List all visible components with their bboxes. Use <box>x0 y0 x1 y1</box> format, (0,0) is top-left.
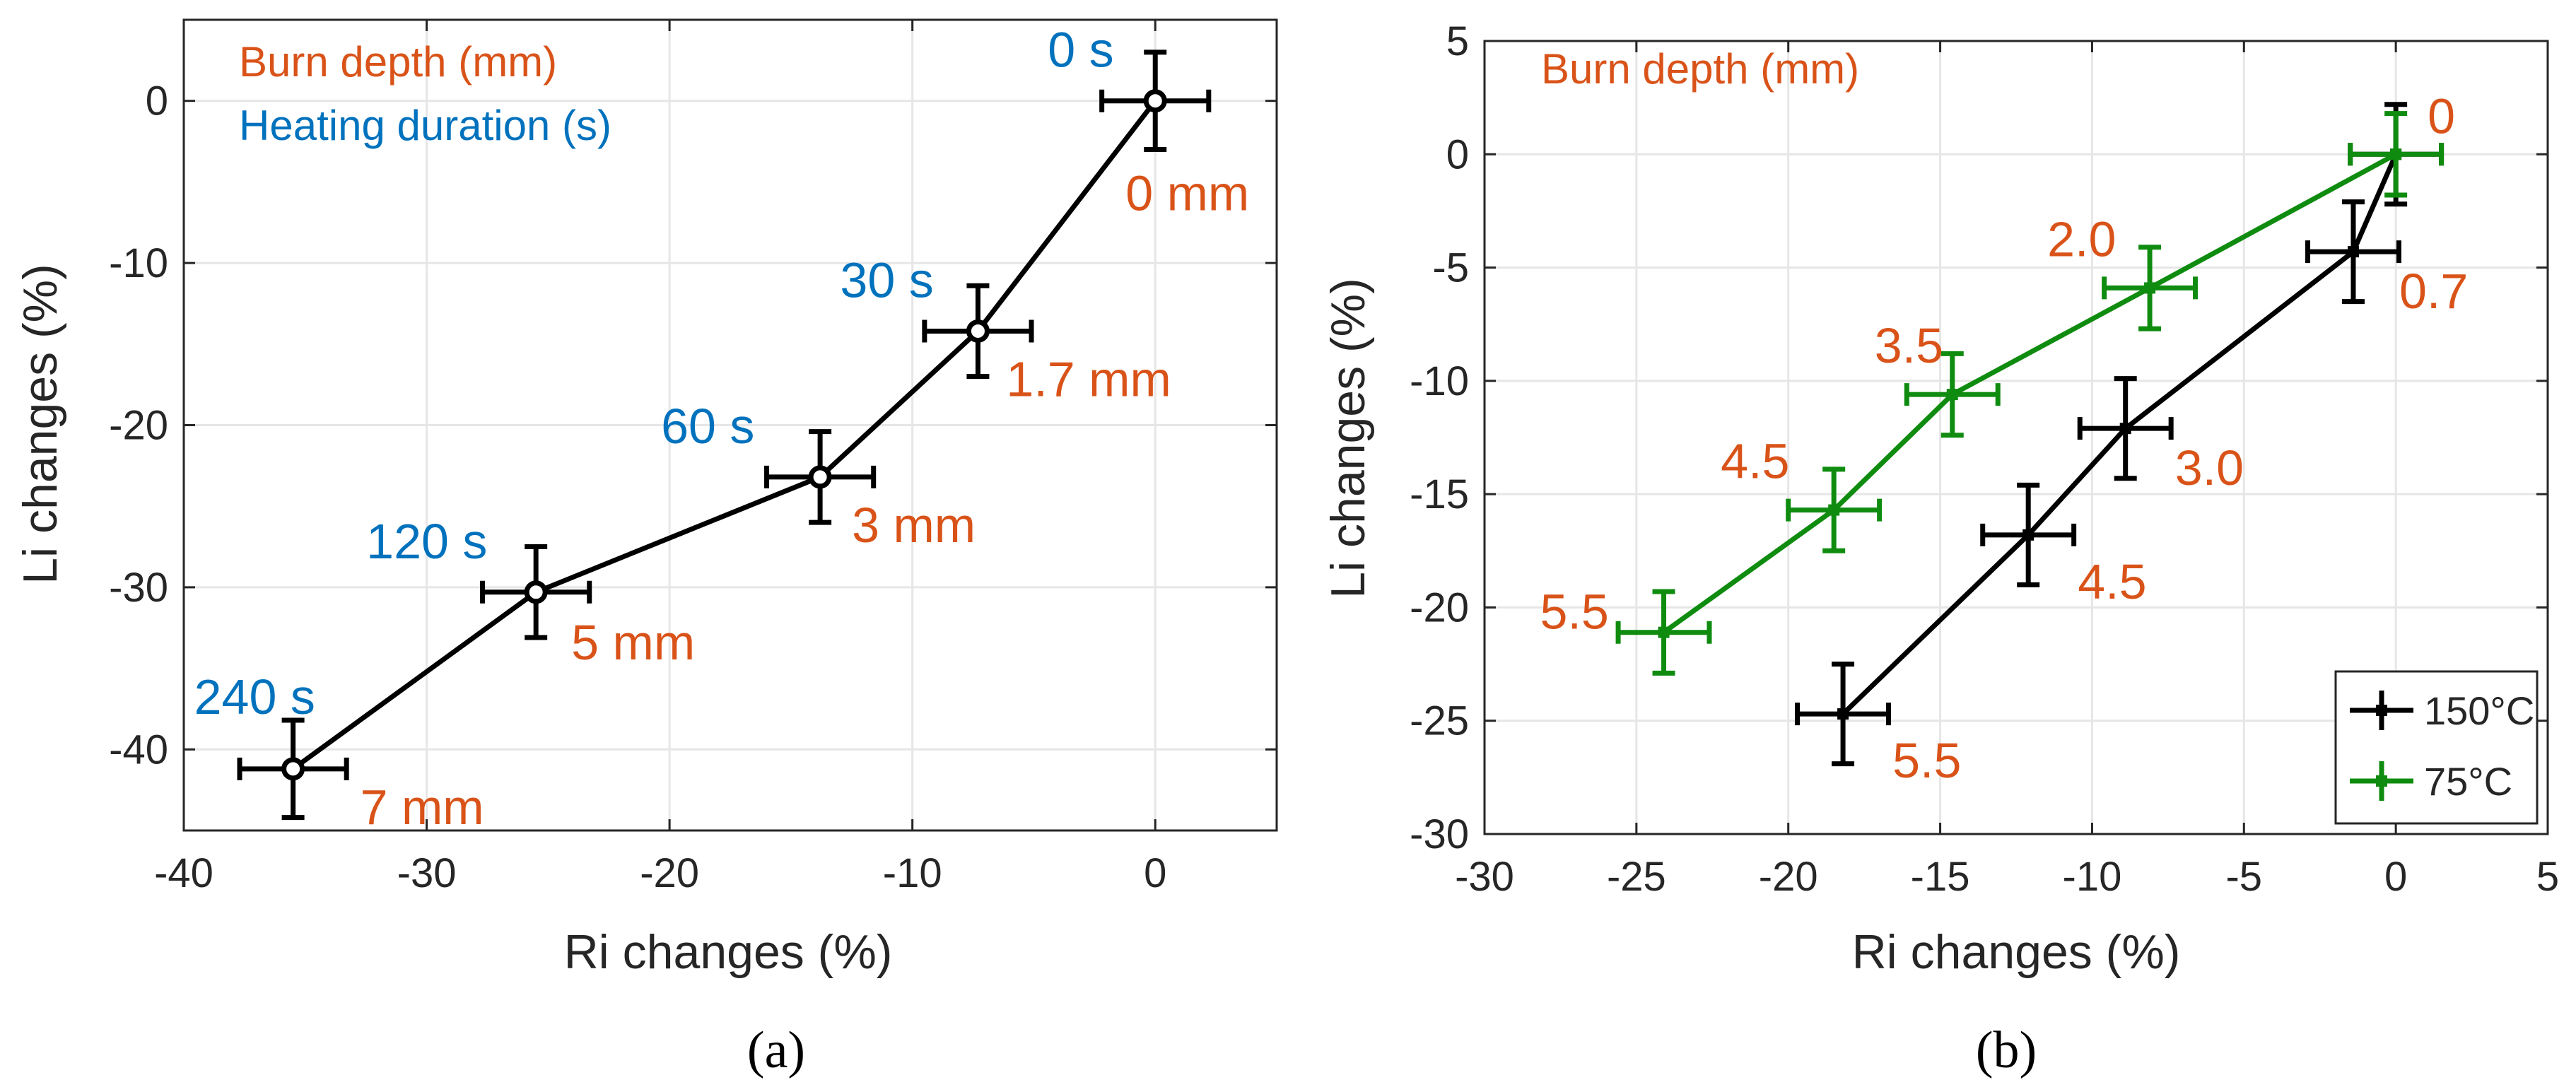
y-tick-label: -20 <box>109 403 168 449</box>
heating-duration-label: 240 s <box>194 669 315 724</box>
data-point <box>1946 389 1958 401</box>
data-point <box>1828 504 1840 516</box>
y-tick-label: -20 <box>1410 585 1469 630</box>
y-tick-label: 5 <box>1446 18 1469 64</box>
legend-label: 150°C <box>2424 688 2534 733</box>
x-axis-title: Ri changes (%) <box>564 925 893 979</box>
y-tick-label: 0 <box>1446 131 1469 177</box>
legend-box <box>2334 670 2539 825</box>
burn-depth-label: 0 mm <box>1125 166 1249 221</box>
header-line-burn-depth: Burn depth (mm) <box>1541 45 1859 93</box>
data-point <box>281 757 305 781</box>
y-tick-label: -10 <box>1410 358 1469 404</box>
legend-marker <box>2376 705 2387 716</box>
legend-marker <box>2376 775 2387 787</box>
heating-duration-label: 0 s <box>1048 23 1113 78</box>
panel-caption: (a) <box>747 1021 805 1079</box>
x-tick-label: -25 <box>1607 854 1666 900</box>
data-point <box>524 580 548 604</box>
data-point <box>2390 148 2402 160</box>
legend-label: 75°C <box>2424 759 2512 804</box>
y-tick-label: -40 <box>109 727 168 773</box>
y-tick-label: -15 <box>1410 471 1469 517</box>
data-point <box>2347 246 2359 258</box>
data-point <box>2022 529 2035 541</box>
burn-depth-label-75: 3.5 <box>1875 318 1943 373</box>
legend: 150°C 75°C <box>2334 670 2539 825</box>
header-line-burn-depth: Burn depth (mm) <box>239 38 557 86</box>
burn-depth-label-75: 5.5 <box>1540 585 1609 640</box>
data-point <box>808 465 832 489</box>
x-tick-label: -5 <box>2225 854 2262 900</box>
x-tick-label: -10 <box>2063 854 2122 900</box>
burn-depth-label: 3 mm <box>852 498 976 553</box>
x-tick-label: -10 <box>883 850 942 896</box>
x-tick-label: -40 <box>154 850 213 896</box>
burn-depth-label: 1.7 mm <box>1006 351 1171 406</box>
x-tick-label: 5 <box>2536 854 2559 900</box>
data-point <box>2144 282 2156 294</box>
x-tick-label: -30 <box>397 850 457 896</box>
series-data <box>237 49 1212 821</box>
y-axis-title: Li changes (%) <box>13 264 67 585</box>
burn-depth-label-150: 0.7 <box>2399 264 2468 319</box>
data-point <box>1143 89 1167 113</box>
burn-depth-label-origin: 0 <box>2428 88 2455 143</box>
heating-duration-label: 30 s <box>840 252 933 307</box>
heating-duration-label: 60 s <box>661 399 754 454</box>
burn-depth-label: 7 mm <box>361 780 484 835</box>
x-tick-label: 0 <box>1144 850 1166 896</box>
data-point <box>966 319 990 343</box>
x-tick-label: -15 <box>1911 854 1970 900</box>
burn-depth-label-150: 3.0 <box>2175 440 2244 495</box>
y-tick-label: -10 <box>109 240 168 286</box>
x-tick-label: -30 <box>1455 854 1514 900</box>
burn-depth-label-75: 4.5 <box>1721 434 1789 489</box>
series-75c <box>1615 111 2445 676</box>
burn-depth-label-150: 4.5 <box>2078 554 2146 609</box>
data-point <box>2119 423 2131 435</box>
plot-area-border <box>1483 40 2549 835</box>
burn-depth-label-75: 2.0 <box>2047 211 2116 266</box>
data-point <box>1658 626 1670 638</box>
x-tick-label: 0 <box>2384 854 2407 900</box>
y-tick-label: -30 <box>1410 811 1469 857</box>
panel-caption: (b) <box>1976 1021 2037 1079</box>
heating-duration-label: 120 s <box>366 514 487 569</box>
x-axis-title: Ri changes (%) <box>1852 925 2181 979</box>
data-point <box>1837 708 1849 720</box>
x-tick-label: -20 <box>1759 854 1818 900</box>
chart-panel-a: -40 -30 -20 -10 0 0 -10 -20 -30 -40 Ri changes (%)… <box>13 18 1278 1079</box>
header-line-heating-duration: Heating duration (s) <box>239 102 611 149</box>
y-tick-label: 0 <box>146 78 168 124</box>
y-tick-label: -5 <box>1432 245 1469 291</box>
y-tick-label: -25 <box>1410 698 1469 744</box>
burn-depth-label: 5 mm <box>571 615 695 670</box>
burn-depth-label-150: 5.5 <box>1892 733 1961 788</box>
series-line <box>1841 153 2399 716</box>
y-axis-title: Li changes (%) <box>1321 278 1375 599</box>
series-150c <box>1795 102 2445 767</box>
chart-panel-b: -30 -25 -20 -15 -10 -5 0 5 5 0 -5 -10 -15 -20 -25 -30 Ri… <box>1321 18 2559 1079</box>
x-tick-label: -20 <box>640 850 699 896</box>
y-tick-label: -30 <box>109 565 168 611</box>
